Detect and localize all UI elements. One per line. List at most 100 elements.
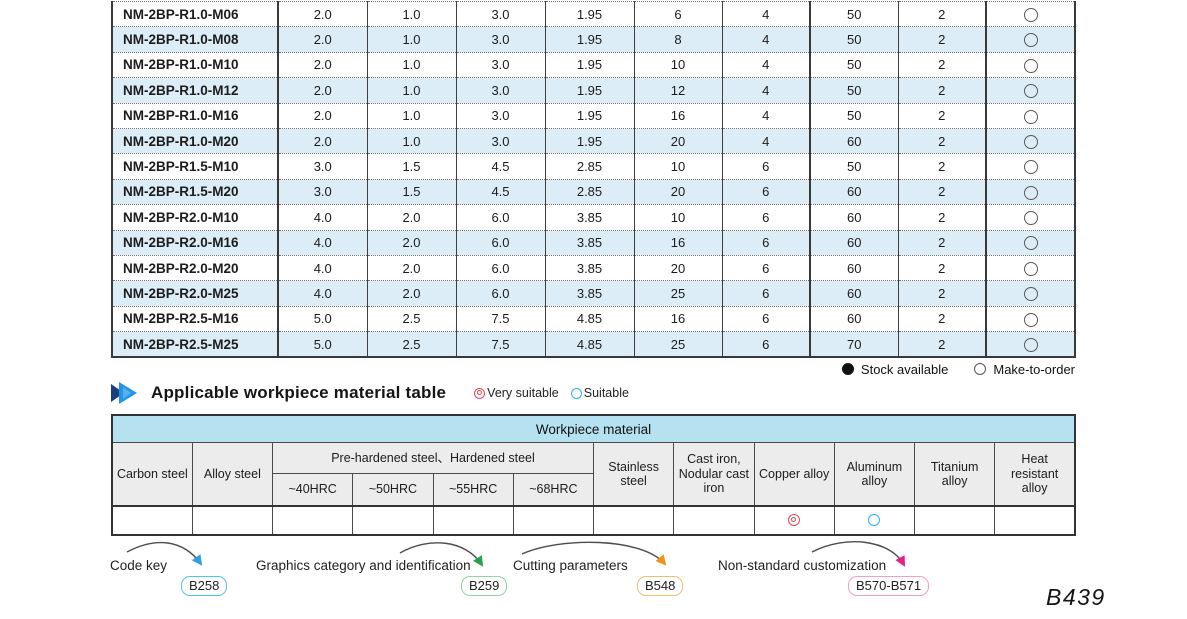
value-cell: 16 — [634, 229, 723, 256]
table-row: NM-2BP-R2.0-M16 4.0 2.0 6.0 3.85 16 6 60 2 — [112, 229, 1075, 256]
value-cell: 4.85 — [545, 331, 635, 358]
col-group-prehardened: Pre-hardened steel、Hardened steel — [272, 442, 594, 474]
value-cell: 8 — [634, 26, 723, 53]
make-to-order-icon — [1023, 84, 1038, 99]
very-suitable-icon — [474, 387, 486, 399]
value-cell: 6.0 — [456, 280, 546, 307]
value-cell: 1.95 — [545, 0, 635, 27]
value-cell: 4.0 — [278, 204, 368, 231]
reference-arrows — [126, 541, 905, 567]
value-cell: 2 — [898, 204, 987, 231]
model-cell: NM-2BP-R2.0-M10 — [112, 204, 279, 231]
graphics-category-arrow — [399, 542, 484, 567]
product-spec-table: NM-2BP-R1.0-M06 2.0 1.0 3.0 1.95 6 4 50 2 NM-2BP-… — [111, 0, 1076, 359]
value-cell: 2.5 — [367, 331, 457, 358]
table-row: NM-2BP-R1.5-M10 3.0 1.5 4.5 2.85 10 6 50 2 — [112, 153, 1075, 180]
value-cell: 2 — [898, 254, 987, 281]
value-cell: 60 — [809, 280, 899, 307]
availability-cell — [985, 127, 1075, 154]
footer: Code key Graphics category and identific… — [0, 535, 1187, 619]
make-to-order-icon — [1023, 211, 1038, 226]
rating-cell-50hrc — [352, 505, 434, 536]
value-cell: 10 — [634, 153, 723, 180]
table-row: NM-2BP-R1.0-M12 2.0 1.0 3.0 1.95 12 4 50 2 — [112, 77, 1075, 104]
value-cell: 2.0 — [278, 102, 368, 129]
rating-cell-copper — [753, 505, 835, 536]
make-to-order-icon — [1023, 338, 1038, 353]
value-cell: 6 — [722, 153, 811, 180]
model-cell: NM-2BP-R2.5-M25 — [112, 331, 279, 358]
value-cell: 2.0 — [367, 229, 457, 256]
make-to-order-icon — [1023, 7, 1038, 22]
value-cell: 3.0 — [456, 77, 546, 104]
value-cell: 6 — [634, 0, 723, 27]
value-cell: 6 — [722, 280, 811, 307]
cutting-parameters-arrow — [521, 541, 667, 566]
value-cell: 1.0 — [367, 26, 457, 53]
model-cell: NM-2BP-R1.5-M20 — [112, 178, 279, 205]
value-cell: 2.0 — [367, 280, 457, 307]
value-cell: 2 — [898, 127, 987, 154]
page-ref-b259[interactable]: B259 — [461, 576, 508, 596]
value-cell: 2.0 — [367, 254, 457, 281]
value-cell: 1.5 — [367, 178, 457, 205]
value-cell: 60 — [809, 254, 899, 281]
value-cell: 1.95 — [545, 127, 635, 154]
suitable-icon — [570, 387, 582, 399]
stock-available-label: Stock available — [860, 362, 949, 377]
value-cell: 50 — [809, 26, 899, 53]
value-cell: 12 — [634, 77, 723, 104]
value-cell: 6 — [722, 229, 811, 256]
model-cell: NM-2BP-R1.0-M10 — [112, 51, 279, 78]
value-cell: 7.5 — [456, 331, 546, 358]
value-cell: 2.85 — [545, 153, 635, 180]
workpiece-material-header: Workpiece material — [111, 414, 1076, 443]
value-cell: 70 — [809, 331, 899, 358]
value-cell: 3.85 — [545, 229, 635, 256]
rating-cell-carbon — [111, 505, 193, 536]
value-cell: 50 — [809, 0, 899, 27]
value-cell: 50 — [809, 77, 899, 104]
model-cell: NM-2BP-R2.0-M16 — [112, 229, 279, 256]
stock-legend: Stock available Make-to-order — [111, 362, 1075, 377]
value-cell: 1.0 — [367, 51, 457, 78]
value-cell: 1.95 — [545, 102, 635, 129]
stock-available-legend: Stock available — [841, 362, 949, 377]
col-68hrc: ~68HRC — [512, 473, 595, 507]
make-to-order-icon — [1023, 287, 1038, 302]
value-cell: 2.85 — [545, 178, 635, 205]
value-cell: 3.85 — [545, 280, 635, 307]
page-ref-b548[interactable]: B548 — [637, 576, 684, 596]
make-to-order-icon — [1023, 261, 1038, 276]
value-cell: 2 — [898, 102, 987, 129]
make-to-order-icon — [974, 363, 987, 375]
page-ref-b570-b571[interactable]: B570-B571 — [848, 576, 930, 596]
graphics-category-label: Graphics category and identification — [256, 558, 471, 573]
value-cell: 3.0 — [456, 51, 546, 78]
availability-cell — [985, 153, 1075, 180]
value-cell: 60 — [809, 229, 899, 256]
very-suitable-label: Very suitable — [487, 386, 559, 400]
value-cell: 3.0 — [278, 178, 368, 205]
suitable-icon — [868, 514, 881, 527]
value-cell: 2.0 — [278, 77, 368, 104]
value-cell: 4.5 — [456, 178, 546, 205]
value-cell: 1.0 — [367, 0, 457, 27]
table-row: NM-2BP-R2.5-M16 5.0 2.5 7.5 4.85 16 6 60 2 — [112, 305, 1075, 332]
value-cell: 60 — [809, 305, 899, 332]
value-cell: 6 — [722, 204, 811, 231]
availability-cell — [985, 51, 1075, 78]
page-ref-b258[interactable]: B258 — [181, 576, 228, 596]
value-cell: 3.0 — [278, 153, 368, 180]
value-cell: 1.0 — [367, 127, 457, 154]
value-cell: 2 — [898, 77, 987, 104]
section-title: Applicable workpiece material table — [151, 383, 447, 402]
non-standard-label: Non-standard customization — [718, 558, 887, 573]
value-cell: 16 — [634, 102, 723, 129]
value-cell: 6.0 — [456, 254, 546, 281]
product-table-body: NM-2BP-R1.0-M06 2.0 1.0 3.0 1.95 6 4 50 2 NM-2BP-… — [112, 0, 1075, 358]
value-cell: 2 — [898, 331, 987, 358]
make-to-order-legend: Make-to-order — [974, 362, 1075, 377]
value-cell: 1.0 — [367, 102, 457, 129]
value-cell: 50 — [809, 51, 899, 78]
